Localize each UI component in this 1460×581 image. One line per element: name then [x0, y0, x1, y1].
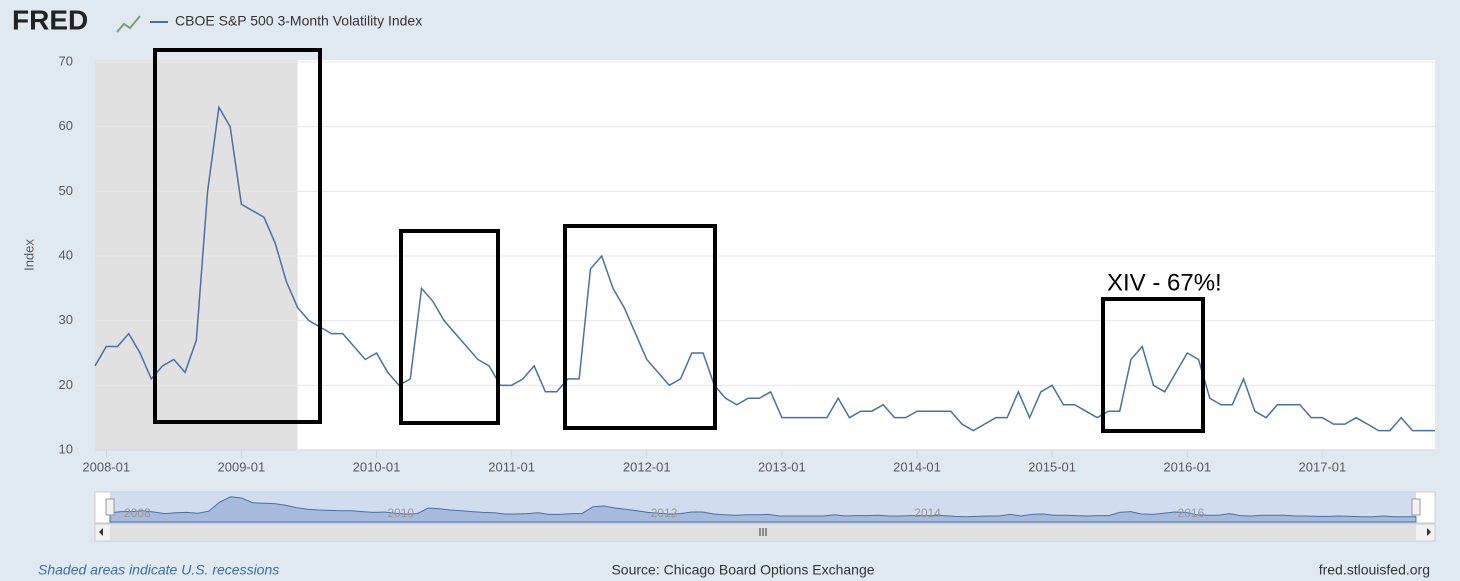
navigator-label: 2010 [387, 506, 414, 520]
x-tick-label: 2012-01 [623, 459, 671, 474]
x-tick-label: 2015-01 [1028, 459, 1076, 474]
x-tick-label: 2014-01 [893, 459, 941, 474]
x-tick-label: 2016-01 [1163, 459, 1211, 474]
navigator-label: 2012 [651, 506, 678, 520]
footer-site: fred.stlouisfed.org [1319, 562, 1430, 578]
annotation-text: XIV - 67%! [1107, 269, 1222, 296]
annotation-box [563, 224, 717, 430]
navigator-handle[interactable] [1411, 498, 1421, 516]
y-tick-label: 40 [59, 247, 73, 262]
x-tick-label: 2010-01 [353, 459, 401, 474]
logo: FRED [12, 4, 88, 35]
navigator-label: 2014 [914, 506, 941, 520]
x-tick-label: 2017-01 [1299, 459, 1347, 474]
recession-shade [95, 60, 298, 450]
x-tick-label: 2013-01 [758, 459, 806, 474]
scroll-grip [759, 528, 767, 536]
y-tick-label: 60 [59, 118, 73, 133]
x-tick-label: 2008-01 [82, 459, 130, 474]
x-tick-label: 2009-01 [218, 459, 266, 474]
navigator-handle[interactable] [105, 498, 115, 516]
navigator-label: 2008 [124, 506, 151, 520]
annotation-box [153, 48, 322, 424]
x-tick-label: 2011-01 [488, 459, 535, 474]
y-tick-label: 10 [59, 441, 73, 456]
footer-source: Source: Chicago Board Options Exchange [611, 562, 874, 578]
y-axis-label: Index [21, 239, 36, 271]
legend-label: CBOE S&P 500 3-Month Volatility Index [175, 13, 422, 29]
navigator-area [109, 496, 1417, 523]
annotation-box [399, 229, 500, 425]
navigator-chart: 2008 2010 2012 2014 2016 [109, 496, 1417, 523]
navigator-label: 2016 [1178, 506, 1205, 520]
footer-note: Shaded areas indicate U.S. recessions [38, 562, 279, 578]
y-tick-label: 30 [59, 312, 73, 327]
y-tick-label: 20 [59, 377, 73, 392]
y-tick-label: 70 [59, 53, 73, 68]
annotation-boxes [153, 48, 1205, 433]
y-tick-label: 50 [59, 183, 73, 198]
logo-icon [116, 15, 141, 33]
annotation-box [1101, 297, 1205, 433]
